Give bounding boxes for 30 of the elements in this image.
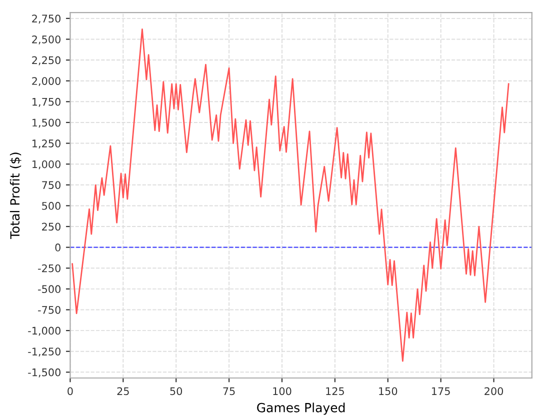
y-tick-label: -1,500: [28, 368, 60, 378]
y-axis-title: Total Profit ($): [10, 152, 22, 240]
y-tick-label: 1,500: [32, 118, 60, 128]
y-tick-label: 2,000: [32, 77, 60, 86]
y-tick-label: 750: [42, 181, 60, 189]
y-tick-label: 2,750: [32, 14, 60, 24]
x-tick-label: 150: [379, 387, 398, 396]
y-tick-label: 2,500: [32, 35, 60, 44]
line-series: [72, 28, 510, 362]
x-tick-label: 50: [170, 387, 182, 396]
y-tick-label: -500: [38, 285, 60, 294]
x-tick-label: 0: [68, 387, 73, 396]
x-tick-label: 75: [223, 387, 235, 396]
y-tick-label: 0: [55, 244, 60, 252]
x-tick-label: 175: [432, 387, 450, 396]
y-tick-label: 1,000: [32, 160, 60, 170]
x-tick-label: 200: [484, 387, 504, 396]
y-tick-label: -1,250: [28, 348, 60, 357]
y-tick-label: -750: [38, 306, 60, 314]
y-tick-label: -1,000: [28, 326, 60, 336]
y-tick-label: 1,250: [32, 140, 60, 148]
x-tick-label: 25: [117, 387, 129, 396]
y-tick-label: -250: [38, 264, 60, 272]
x-axis-title: Games Played: [257, 402, 345, 415]
x-tick-label: 100: [273, 387, 292, 396]
y-tick-label: 1,750: [32, 98, 60, 107]
y-tick-label: 2,250: [32, 56, 60, 66]
y-tick-label: 250: [42, 222, 60, 231]
y-tick-label: 500: [42, 202, 60, 210]
x-tick-label: 125: [326, 387, 344, 396]
